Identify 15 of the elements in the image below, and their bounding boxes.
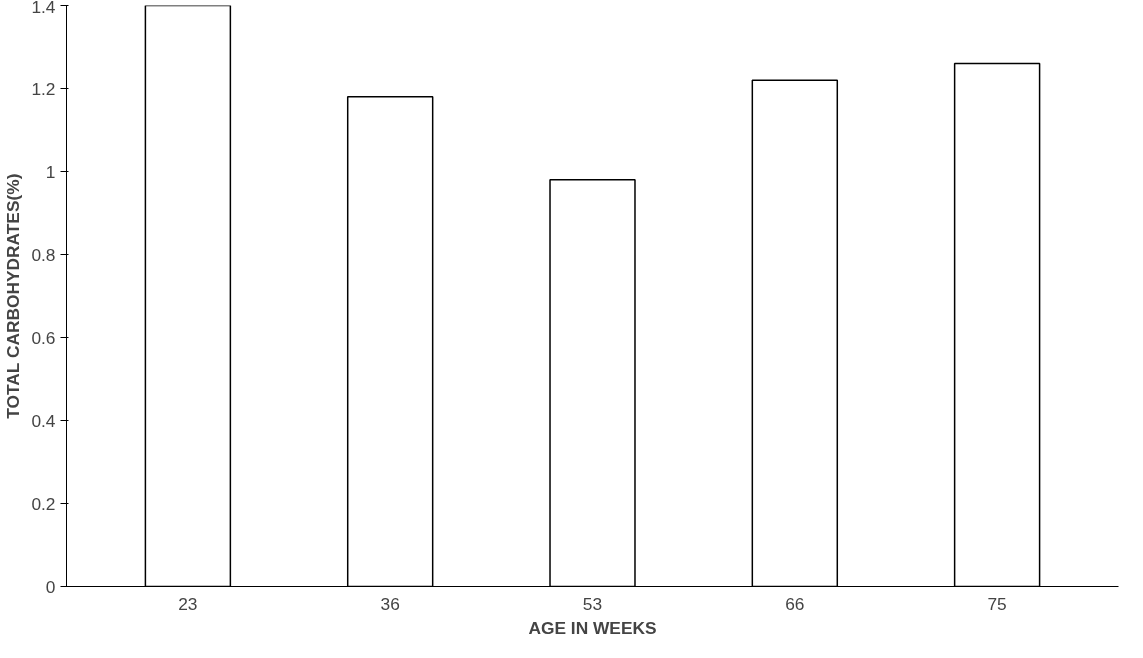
y-tick-label: 1.4	[31, 0, 56, 17]
y-tick-label: 0.4	[31, 410, 56, 431]
y-axis-title: TOTAL CARBOHYDRATES(%)	[3, 173, 24, 419]
y-tick-label: 1.2	[31, 78, 56, 99]
x-tick-label: 66	[785, 593, 805, 614]
y-tick-label: 1	[45, 161, 56, 182]
y-tick-label: 0.2	[31, 493, 56, 514]
y-tick-label: 0.8	[31, 244, 56, 265]
x-tick-label: 53	[582, 593, 603, 614]
x-tick-label: 75	[987, 593, 1007, 614]
x-axis-title: AGE IN WEEKS	[528, 617, 657, 638]
x-tick-label: 23	[178, 593, 198, 614]
y-tick-label: 0.6	[31, 327, 56, 348]
x-tick-label: 36	[380, 593, 400, 614]
y-tick-label: 0	[45, 576, 56, 597]
